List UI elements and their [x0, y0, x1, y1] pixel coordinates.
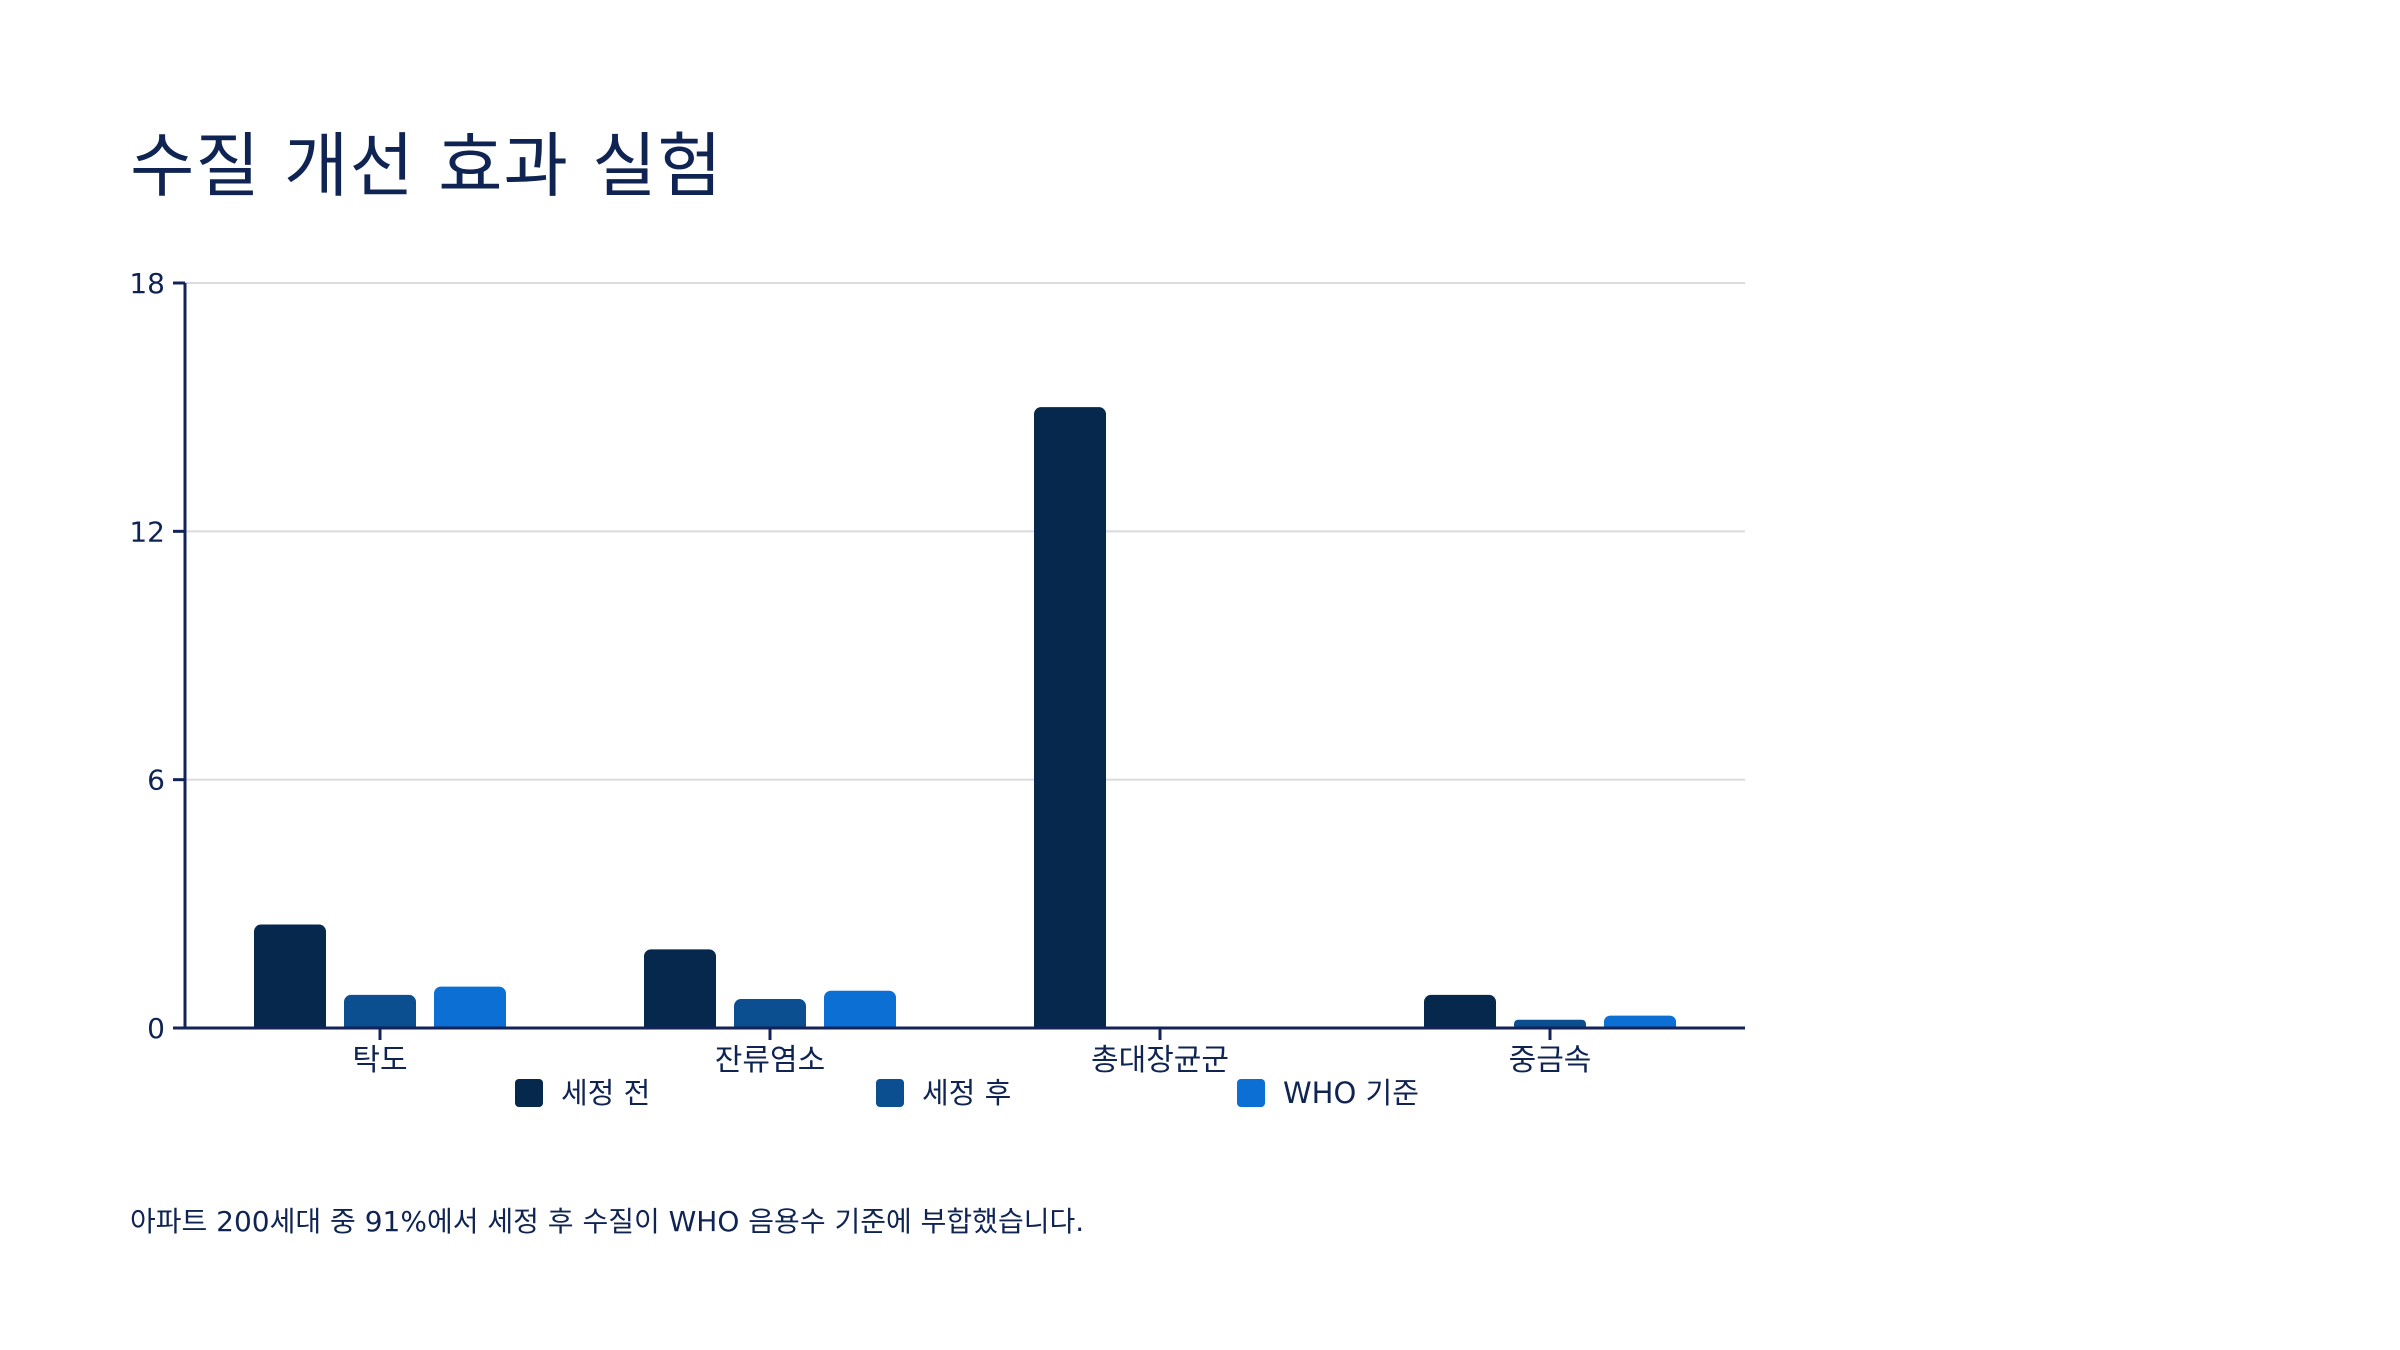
legend-swatch-3: [1237, 1079, 1265, 1107]
baseline-mask: [187, 1029, 1747, 1041]
legend-swatch-1: [515, 1079, 543, 1107]
y-tick-label: 6: [147, 764, 165, 797]
footnote: 아파트 200세대 중 91%에서 세정 후 수질이 WHO 음용수 기준에 부…: [130, 1205, 1085, 1238]
legend: 세정 전 세정 후 WHO 기준: [515, 1076, 1419, 1110]
bar-1-2: [644, 949, 716, 1035]
x-tick-label: 잔류염소: [715, 1043, 825, 1078]
bar-3-1: [434, 986, 506, 1035]
bar-2-1: [344, 994, 416, 1035]
x-tick-label: 중금속: [1509, 1043, 1592, 1078]
bar-3-2: [824, 990, 896, 1035]
gridlines: [185, 282, 1745, 781]
chart-title: 수질 개선 효과 실험: [130, 125, 723, 207]
legend-label-2: 세정 후: [922, 1076, 1011, 1110]
x-tick-label: 총대장균군: [1091, 1043, 1229, 1078]
bar-1-1: [254, 924, 326, 1035]
y-tick-labels: 0 6 12 18: [129, 267, 165, 1045]
y-tick-label: 12: [129, 515, 165, 548]
y-tick-label: 18: [129, 267, 165, 300]
x-tick-labels: 탁도 잔류염소 총대장균군 중금속: [352, 1043, 1591, 1078]
x-tick-label: 탁도: [352, 1043, 407, 1078]
bar-1-4: [1424, 994, 1496, 1035]
legend-label-1: 세정 전: [561, 1076, 650, 1110]
y-tick-label: 0: [147, 1012, 165, 1045]
bars: [187, 407, 1747, 1041]
bar-2-2: [734, 999, 806, 1035]
axes: [173, 281, 1745, 1040]
bar-1-3: [1034, 407, 1106, 1036]
legend-label-3: WHO 기준: [1283, 1076, 1419, 1110]
legend-swatch-2: [876, 1079, 904, 1107]
